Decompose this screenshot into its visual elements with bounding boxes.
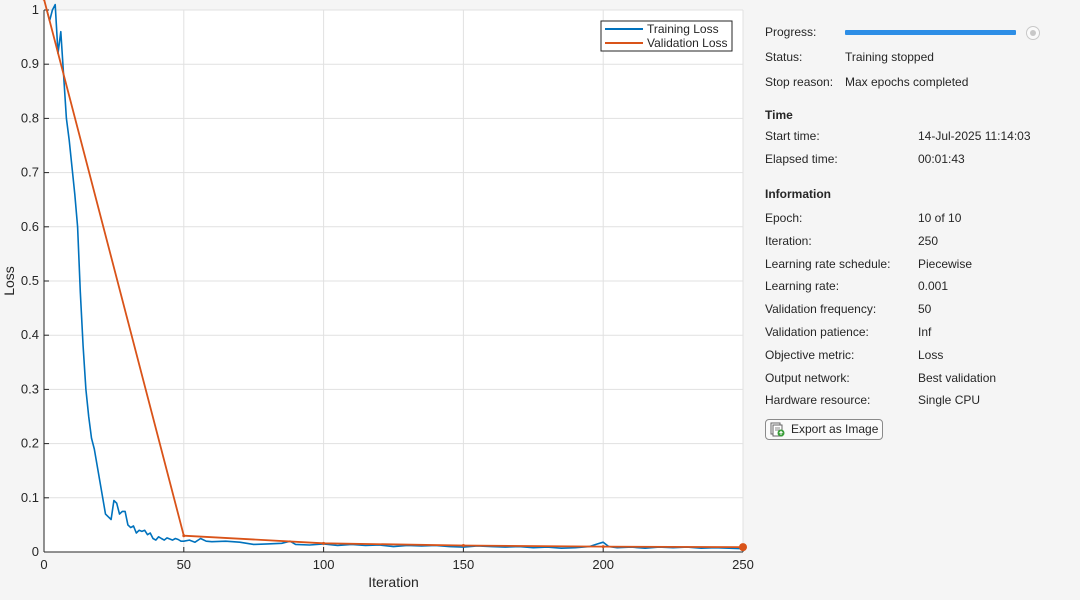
status-value: Training stopped [845, 50, 934, 64]
y-tick-label: 0.6 [21, 219, 39, 234]
x-tick-label: 100 [313, 557, 335, 572]
validation-point [42, 0, 46, 1]
info-row-label: Validation frequency: [765, 302, 877, 317]
start-time-label: Start time: [765, 129, 820, 143]
info-row-value: 0.001 [918, 279, 949, 294]
time-heading: Time [765, 108, 793, 122]
elapsed-time-value: 00:01:43 [918, 152, 965, 166]
y-tick-label: 0.8 [21, 110, 39, 125]
info-row-label: Output network: [765, 370, 850, 385]
info-row-label: Learning rate schedule: [765, 256, 891, 271]
info-row-value: Best validation [918, 370, 997, 385]
y-tick-label: 0.1 [21, 490, 39, 505]
validation-point [601, 545, 605, 549]
legend-entry: Validation Loss [647, 36, 728, 50]
validation-point [739, 543, 747, 552]
info-row-label: Objective metric: [765, 347, 855, 362]
info-row-value: Single CPU [918, 393, 981, 408]
training-plot-panel: 0 50 100 150 200 250 0 0.1 0.2 0.3 0.4 0.5 0.6 0.7 0.8… [1, 0, 754, 590]
y-tick-label: 1 [32, 2, 39, 17]
y-tick-label: 0.4 [21, 327, 39, 342]
export-button-label: Export as Image [791, 422, 879, 436]
validation-point [182, 534, 186, 538]
stop-reason-value: Max epochs completed [845, 75, 969, 89]
x-tick-label: 200 [592, 557, 614, 572]
info-row-label: Validation patience: [765, 325, 869, 339]
progress-bar [845, 30, 1016, 35]
y-tick-label: 0.5 [21, 273, 39, 288]
validation-point [461, 543, 465, 547]
legend-entry: Training Loss [647, 22, 719, 36]
information-heading: Information [765, 187, 831, 201]
info-row-value: Piecewise [918, 256, 973, 271]
validation-loss-line [43, 0, 744, 548]
x-axis-label: Iteration [368, 574, 419, 590]
validation-point [322, 541, 326, 545]
info-row-label: Learning rate: [765, 279, 840, 294]
x-tick-label: 250 [732, 557, 754, 572]
y-tick-label: 0.2 [21, 436, 39, 451]
progress-label: Progress: [765, 25, 817, 39]
info-row-value: 250 [918, 233, 939, 248]
y-tick-label: 0.3 [21, 381, 39, 396]
info-row-label: Iteration: [765, 233, 812, 248]
info-row-value: 50 [918, 302, 932, 317]
y-tick-label: 0.9 [21, 56, 39, 71]
info-row-label: Epoch: [765, 211, 803, 225]
x-tick-label: 50 [177, 557, 191, 572]
x-tick-label: 150 [453, 557, 475, 572]
export-image-icon [770, 422, 785, 437]
y-tick-label: 0.7 [21, 165, 39, 180]
training-loss-line [46, 3, 744, 550]
loss-chart: 0 50 100 150 200 250 0 0.1 0.2 0.3 0.4 0.5 0.6 0.7 0.8… [1, 0, 754, 590]
info-row-value: 10 of 10 [918, 211, 962, 225]
stop-reason-label: Stop reason: [765, 75, 834, 89]
x-tick-label: 0 [40, 557, 47, 572]
export-as-image-button[interactable]: Export as Image [765, 419, 883, 440]
elapsed-time-label: Elapsed time: [765, 152, 838, 166]
info-row-value: Loss [918, 347, 944, 362]
stop-training-button[interactable] [1026, 26, 1040, 40]
training-info-panel: Progress: Status: Training stopped Stop … [765, 0, 1080, 600]
y-tick-label: 0 [32, 544, 39, 559]
start-time-value: 14-Jul-2025 11:14:03 [918, 129, 1031, 143]
info-row-label: Hardware resource: [765, 393, 871, 408]
legend-box [600, 20, 733, 52]
y-axis-label: Loss [1, 266, 17, 296]
status-label: Status: [765, 50, 803, 64]
info-row-value: Inf [918, 325, 932, 339]
